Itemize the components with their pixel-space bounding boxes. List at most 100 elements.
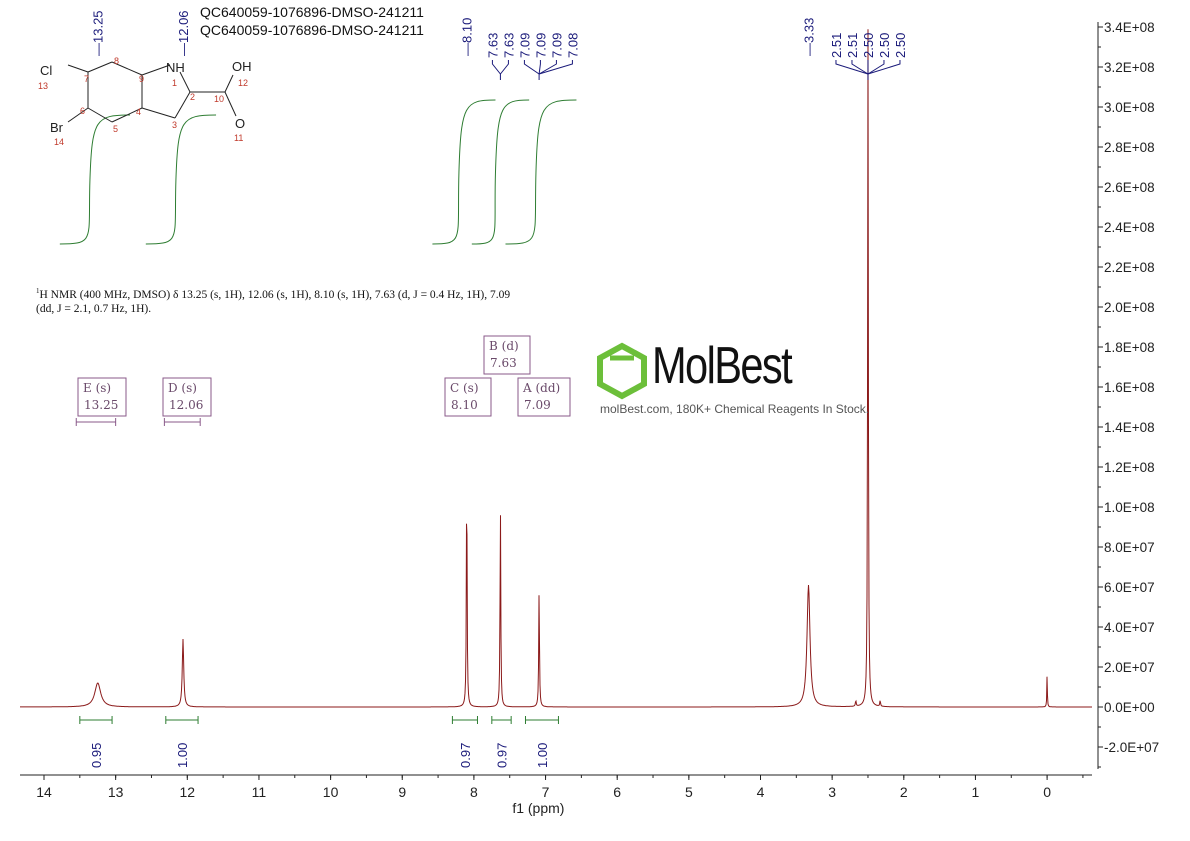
- integral-curve: [59, 114, 131, 245]
- peak-label-connector: [851, 60, 869, 75]
- x-tick-label: 3: [828, 784, 836, 800]
- peak-label: 7.09: [533, 33, 548, 58]
- peak-label-connector: [835, 60, 869, 75]
- peak-label-connector: [538, 60, 541, 75]
- structure-bond: [179, 71, 191, 93]
- x-tick-label: 12: [180, 784, 196, 800]
- structure-bond: [141, 64, 171, 76]
- structure-bond: [87, 61, 113, 73]
- peak-label: 2.51: [845, 33, 860, 58]
- x-tick-label: 14: [36, 784, 52, 800]
- y-tick-label: 1.8E+08: [1104, 340, 1155, 355]
- structure-atom-label: 1: [172, 78, 177, 88]
- x-tick-label: 6: [613, 784, 621, 800]
- multiplet-box: [483, 335, 531, 375]
- peak-label: —13.25: [91, 10, 106, 56]
- integral-curve: [505, 99, 577, 245]
- integral-value: 1.00: [535, 743, 550, 768]
- structure-bond: [174, 91, 191, 119]
- structure-bond: [67, 64, 89, 73]
- integral-value: 0.97: [458, 743, 473, 768]
- peak-label: 7.63: [485, 33, 500, 58]
- y-tick-label: 3.2E+08: [1104, 60, 1155, 75]
- x-tick-label: 10: [323, 784, 339, 800]
- structure-bond: [67, 107, 89, 123]
- x-tick-label: 4: [757, 784, 765, 800]
- integral-curve: [145, 114, 217, 245]
- nmr-line-2: (dd, J = 2.1, 0.7 Hz, 1H).: [36, 303, 152, 315]
- nmr-line-1: H NMR (400 MHz, DMSO) δ 13.25 (s, 1H), 1…: [39, 288, 511, 301]
- multiplet-name: B (d): [489, 339, 519, 353]
- multiplet-shift: 8.10: [451, 398, 478, 412]
- x-tick-label: 1: [972, 784, 980, 800]
- structure-atom-label: 4: [136, 107, 141, 117]
- structure-bond: [111, 107, 143, 123]
- integral-bracket: [451, 716, 478, 724]
- molbest-logo-icon: [597, 342, 647, 400]
- peak-label: 2.51: [829, 33, 844, 58]
- peak-label: 2.50: [877, 33, 892, 58]
- y-tick-label: 8.0E+07: [1104, 540, 1155, 555]
- structure-bond: [224, 91, 237, 117]
- structure-bond: [141, 107, 176, 119]
- structure-atom-label: O: [235, 116, 245, 131]
- multiplet-shift: 7.63: [490, 356, 517, 370]
- multiplet-box: [517, 377, 571, 417]
- peak-label-connector: [538, 60, 573, 75]
- peak-label: —3.33: [802, 18, 817, 56]
- multiplet-box: [162, 377, 212, 417]
- structure-bond: [111, 61, 143, 76]
- integral-curve: [432, 99, 496, 245]
- integral-bracket: [79, 716, 113, 724]
- structure-atom-label: OH: [232, 59, 252, 74]
- peak-label: 2.50: [893, 33, 908, 58]
- y-tick-label: 2.2E+08: [1104, 260, 1155, 275]
- structure-atom-label: 12: [238, 78, 248, 88]
- multiplet-range: [75, 418, 117, 426]
- peak-label: 7.63: [501, 33, 516, 58]
- structure-atom-label: Br: [50, 120, 64, 135]
- x-tick-label: 2: [900, 784, 908, 800]
- structure-atom-label: 7: [84, 74, 89, 84]
- structure-atom-label: 6: [80, 106, 85, 116]
- integral-bracket: [524, 716, 559, 724]
- y-tick-label: 2.0E+08: [1104, 300, 1155, 315]
- integral-curve: [471, 99, 530, 245]
- peak-label: 2.50: [861, 33, 876, 58]
- x-tick-label: 9: [398, 784, 406, 800]
- integral-bracket: [165, 716, 199, 724]
- spectrum-title: QC640059-1076896-DMSO-241211: [200, 4, 424, 20]
- structure-atom-label: 14: [54, 137, 64, 147]
- structure-atom-label: 2: [190, 92, 195, 102]
- multiplet-name: A (dd): [522, 381, 560, 395]
- y-tick-label: 3.4E+08: [1104, 20, 1155, 35]
- multiplet-name: E (s): [83, 381, 111, 395]
- y-tick-label: 2.0E+07: [1104, 660, 1155, 675]
- structure-atom-label: Cl: [40, 63, 52, 78]
- y-tick-label: 2.8E+08: [1104, 140, 1155, 155]
- structure-atom-label: NH: [166, 60, 185, 75]
- multiplet-shift: 7.09: [524, 398, 551, 412]
- multiplet-name: C (s): [450, 381, 479, 395]
- y-tick-label: 4.0E+07: [1104, 620, 1155, 635]
- x-tick-label: 13: [108, 784, 124, 800]
- peak-label: —8.10: [460, 18, 475, 56]
- multiplet-box: [77, 377, 127, 417]
- peak-label-connector: [491, 60, 501, 75]
- peak-label-connector: [538, 60, 557, 75]
- peak-label-connector: [867, 60, 885, 75]
- y-tick-label: 1.2E+08: [1104, 460, 1155, 475]
- peak-label-connector: [867, 60, 901, 75]
- peak-label-connector: [500, 60, 509, 75]
- peak-label: 7.08: [565, 33, 580, 58]
- multiplet-box: [444, 377, 492, 417]
- x-tick-label: 11: [252, 784, 267, 800]
- multiplet-name: D (s): [168, 381, 197, 395]
- peak-label: 7.09: [517, 33, 532, 58]
- structure-atom-label: 11: [234, 133, 243, 143]
- multiplet-range: [163, 418, 201, 426]
- integral-value: 0.95: [89, 743, 104, 768]
- x-axis-label: f1 (ppm): [512, 800, 564, 816]
